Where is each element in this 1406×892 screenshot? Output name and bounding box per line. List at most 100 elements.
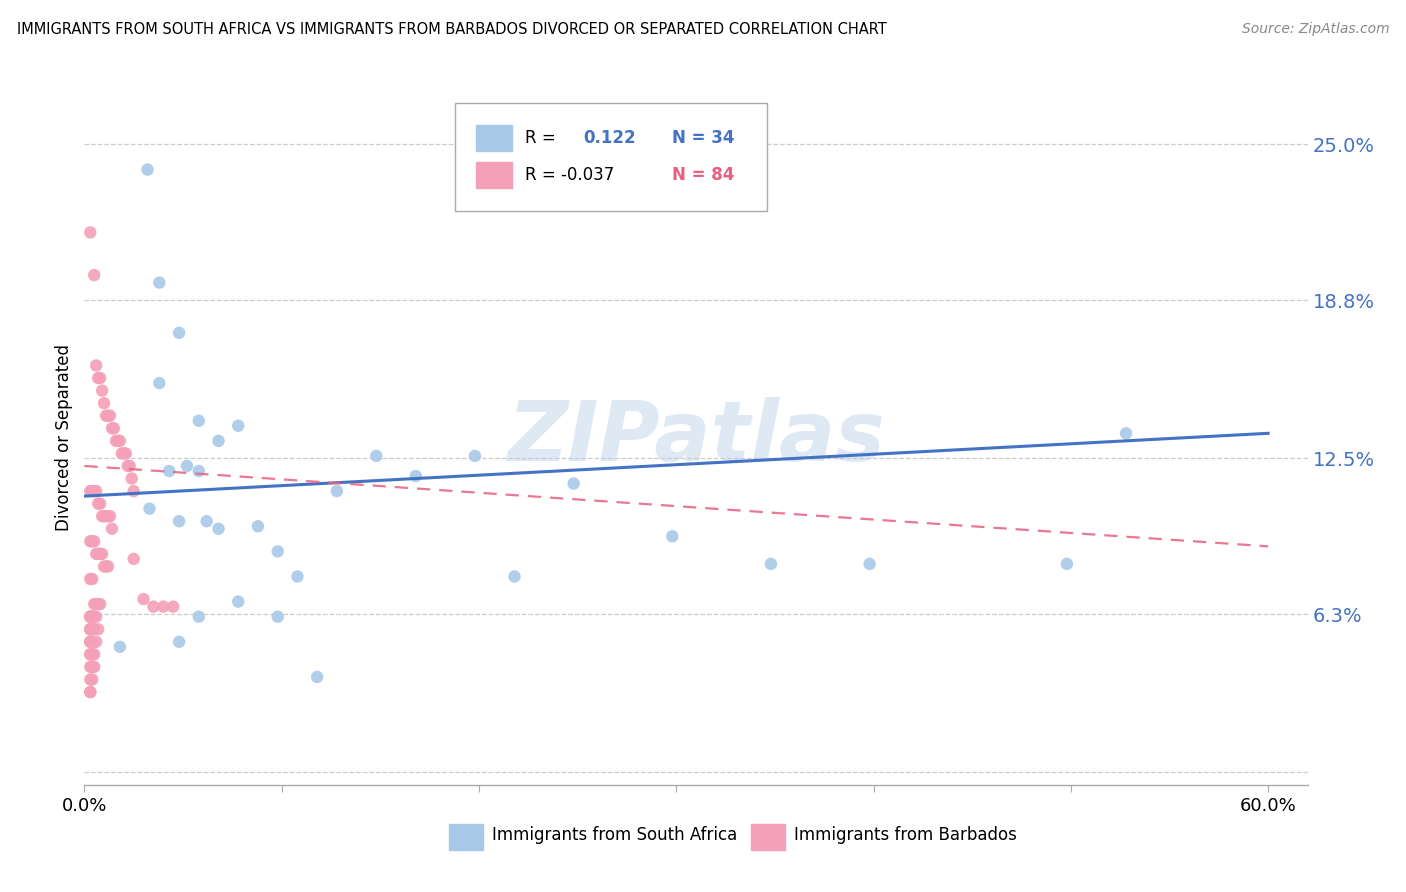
- Point: [83, 622, 105, 636]
- Point: [122, 484, 145, 499]
- Text: N = 84: N = 84: [672, 166, 734, 184]
- Bar: [475, 125, 513, 151]
- Point: [82, 660, 104, 674]
- Text: ZIPatlas: ZIPatlas: [508, 397, 884, 477]
- Point: [167, 514, 190, 528]
- Point: [136, 162, 159, 177]
- Point: [87, 622, 110, 636]
- Point: [117, 458, 139, 473]
- Point: [82, 648, 104, 662]
- Text: Source: ZipAtlas.com: Source: ZipAtlas.com: [1241, 22, 1389, 37]
- Point: [79, 634, 101, 648]
- Point: [97, 409, 120, 423]
- Bar: [449, 824, 484, 850]
- Point: [89, 547, 111, 561]
- FancyBboxPatch shape: [456, 103, 766, 211]
- Point: [79, 622, 101, 636]
- Point: [132, 592, 155, 607]
- Point: [148, 276, 170, 290]
- Point: [83, 648, 105, 662]
- Point: [79, 609, 101, 624]
- Point: [79, 484, 101, 499]
- Point: [79, 572, 101, 586]
- Point: [93, 559, 115, 574]
- Point: [82, 484, 104, 499]
- Point: [82, 609, 104, 624]
- Point: [82, 622, 104, 636]
- Point: [1115, 426, 1137, 441]
- Point: [97, 559, 120, 574]
- Point: [138, 501, 160, 516]
- Point: [167, 634, 190, 648]
- Point: [121, 471, 143, 485]
- Point: [82, 634, 104, 648]
- Point: [187, 464, 209, 478]
- Point: [187, 609, 209, 624]
- Point: [307, 670, 329, 684]
- Text: Immigrants from South Africa: Immigrants from South Africa: [492, 826, 737, 844]
- Point: [114, 446, 136, 460]
- Point: [103, 421, 125, 435]
- Point: [87, 371, 110, 385]
- Point: [405, 469, 427, 483]
- Point: [89, 371, 111, 385]
- Point: [464, 449, 486, 463]
- Point: [79, 685, 101, 699]
- Point: [84, 609, 107, 624]
- Point: [157, 464, 180, 478]
- Bar: [475, 161, 513, 188]
- Point: [195, 514, 218, 528]
- Point: [108, 640, 131, 654]
- Point: [94, 559, 117, 574]
- Point: [246, 519, 269, 533]
- Text: N = 34: N = 34: [672, 129, 734, 147]
- Point: [83, 660, 105, 674]
- Point: [226, 594, 249, 608]
- Point: [79, 226, 101, 240]
- Point: [89, 597, 111, 611]
- Bar: [751, 824, 786, 850]
- Point: [118, 458, 141, 473]
- Point: [82, 609, 104, 624]
- Point: [91, 384, 114, 398]
- Point: [148, 376, 170, 390]
- Point: [97, 509, 120, 524]
- Point: [83, 268, 105, 282]
- Point: [79, 648, 101, 662]
- Point: [562, 476, 585, 491]
- Point: [79, 660, 101, 674]
- Point: [503, 569, 526, 583]
- Point: [94, 409, 117, 423]
- Point: [79, 609, 101, 624]
- Point: [79, 622, 101, 636]
- Point: [366, 449, 388, 463]
- Point: [759, 557, 782, 571]
- Point: [187, 414, 209, 428]
- Point: [83, 484, 105, 499]
- Point: [176, 458, 198, 473]
- Point: [112, 446, 135, 460]
- Point: [84, 634, 107, 648]
- Point: [91, 509, 114, 524]
- Point: [858, 557, 880, 571]
- Text: Immigrants from Barbados: Immigrants from Barbados: [794, 826, 1017, 844]
- Text: 0.122: 0.122: [583, 129, 636, 147]
- Point: [83, 534, 105, 549]
- Point: [98, 409, 121, 423]
- Point: [152, 599, 174, 614]
- Point: [93, 509, 115, 524]
- Point: [122, 552, 145, 566]
- Point: [79, 622, 101, 636]
- Point: [287, 569, 309, 583]
- Text: R =: R =: [524, 129, 555, 147]
- Point: [326, 484, 349, 499]
- Point: [162, 599, 184, 614]
- Point: [108, 434, 131, 448]
- Point: [107, 434, 129, 448]
- Point: [167, 326, 190, 340]
- Point: [87, 597, 110, 611]
- Point: [207, 434, 229, 448]
- Point: [79, 609, 101, 624]
- Point: [226, 418, 249, 433]
- Point: [83, 597, 105, 611]
